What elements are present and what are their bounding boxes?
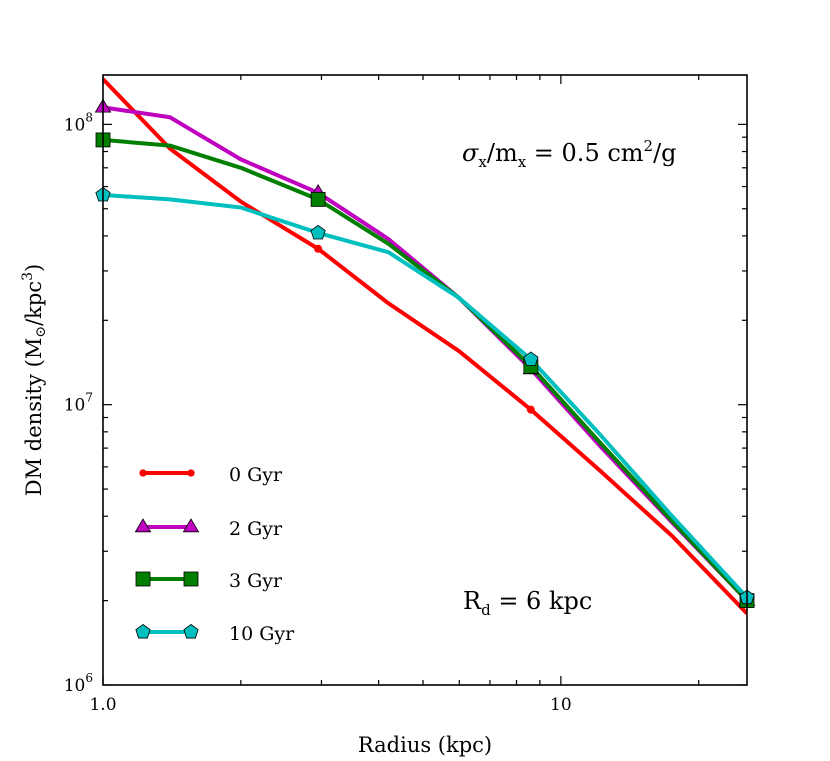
x-tick-label: 10 — [550, 695, 572, 715]
annotation-rd-base: R — [463, 587, 482, 615]
annotation-sigma: σx/mx = 0.5 cm2/g — [462, 137, 677, 171]
annotation-sigma-sub2: x — [518, 153, 527, 171]
annotation-sigma-sub1: x — [478, 153, 487, 171]
legend-marker — [183, 571, 199, 587]
legend-marker — [139, 469, 147, 477]
legend-label: 10 Gyr — [229, 623, 295, 645]
annotation-sigma-symbol: σ — [462, 139, 479, 167]
legend-marker — [183, 624, 199, 639]
legend-marker — [135, 571, 151, 587]
series-line — [103, 77, 747, 615]
axis-ticks — [102, 75, 747, 686]
annotation-rd: Rd = 6 kpc — [463, 587, 592, 619]
legend: 0 Gyr 2 Gyr 3 Gyr 10 Gyr — [134, 464, 295, 645]
data-point — [523, 351, 539, 366]
y-tick-label: 107 — [64, 391, 93, 416]
plot-frame — [102, 74, 748, 686]
legend-marker — [135, 624, 151, 639]
x-axis-label: Radius (kpc) — [358, 733, 492, 757]
y-axis-label-sun: ⊙ — [33, 326, 49, 338]
annotation-sigma-slash: /m — [487, 139, 518, 167]
legend-marker — [182, 518, 200, 533]
legend-label: 0 Gyr — [229, 464, 283, 486]
plot-area — [94, 77, 756, 615]
y-tick-labels: 106 107 108 — [64, 110, 93, 696]
y-axis-label-main: DM density (M — [22, 338, 46, 497]
data-point — [526, 405, 535, 414]
y-axis-label-close: ) — [22, 264, 46, 272]
legend-label: 2 Gyr — [229, 518, 283, 540]
legend-item: 2 Gyr — [134, 518, 283, 540]
annotation-sigma-eq: = 0.5 cm — [526, 139, 644, 167]
x-tick-label: 1.0 — [89, 695, 116, 715]
x-tick-labels: 1.0 10 — [89, 695, 571, 715]
data-point — [314, 244, 323, 253]
y-tick-label: 106 — [64, 671, 93, 696]
y-axis-label-exp: 3 — [20, 272, 36, 281]
series-line — [103, 105, 747, 603]
data-point — [310, 224, 326, 240]
y-axis-label: DM density (M⊙/kpc3) — [20, 264, 49, 496]
annotation-sigma-tail: /g — [653, 139, 676, 167]
legend-item: 0 Gyr — [139, 464, 283, 486]
series-line — [103, 137, 747, 602]
legend-item: 10 Gyr — [135, 623, 295, 645]
legend-label: 3 Gyr — [229, 570, 283, 592]
series-line — [103, 192, 747, 599]
annotation-rd-sub: d — [481, 601, 491, 619]
y-axis-label-unit: /kpc — [22, 281, 46, 326]
legend-item: 3 Gyr — [135, 570, 283, 592]
legend-marker — [134, 518, 152, 533]
data-point — [310, 191, 326, 207]
y-tick-label: 108 — [64, 110, 93, 135]
legend-marker — [187, 469, 195, 477]
series-lines — [103, 77, 747, 615]
annotation-sigma-sup: 2 — [644, 137, 654, 155]
annotation-rd-rest: = 6 kpc — [491, 587, 593, 615]
